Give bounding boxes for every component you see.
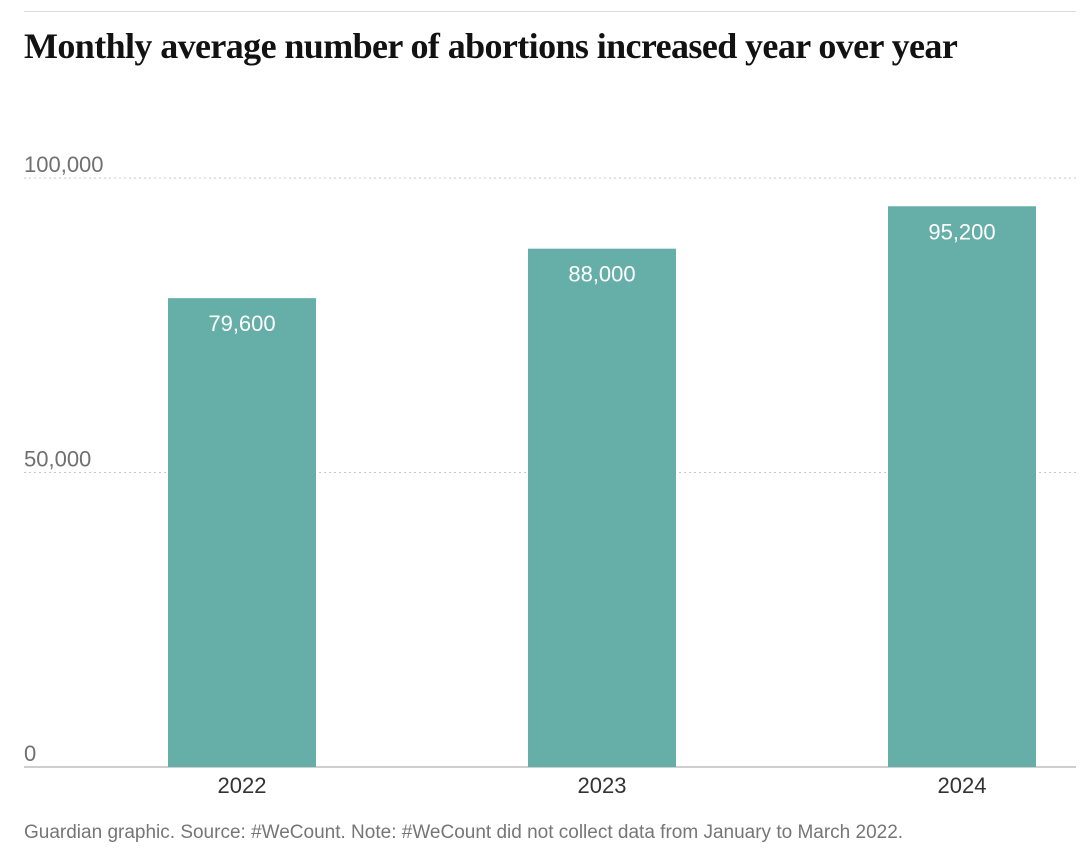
y-tick-label: 0 — [24, 741, 36, 766]
data-label: 79,600 — [208, 311, 275, 336]
chart-title: Monthly average number of abortions incr… — [24, 26, 958, 66]
labels: 0 50,000 100,000 79,600 2022 88,000 2023 95,200… — [24, 152, 996, 798]
data-label: 95,200 — [928, 219, 995, 244]
bar-2023 — [528, 248, 676, 767]
bar-2024 — [888, 206, 1036, 768]
bar-chart: 0 50,000 100,000 79,600 2022 88,000 2023 95,200… — [24, 152, 1076, 798]
x-tick-label: 2023 — [578, 773, 627, 798]
x-tick-label: 2022 — [218, 773, 267, 798]
bars — [168, 206, 1036, 768]
y-tick-label: 50,000 — [24, 447, 91, 472]
x-tick-label: 2024 — [938, 773, 987, 798]
top-rule — [24, 11, 1076, 12]
data-label: 88,000 — [568, 262, 635, 287]
bar-2022 — [168, 298, 316, 767]
y-tick-label: 100,000 — [24, 152, 104, 177]
source-note: Guardian graphic. Source: #WeCount. Note… — [24, 822, 904, 843]
